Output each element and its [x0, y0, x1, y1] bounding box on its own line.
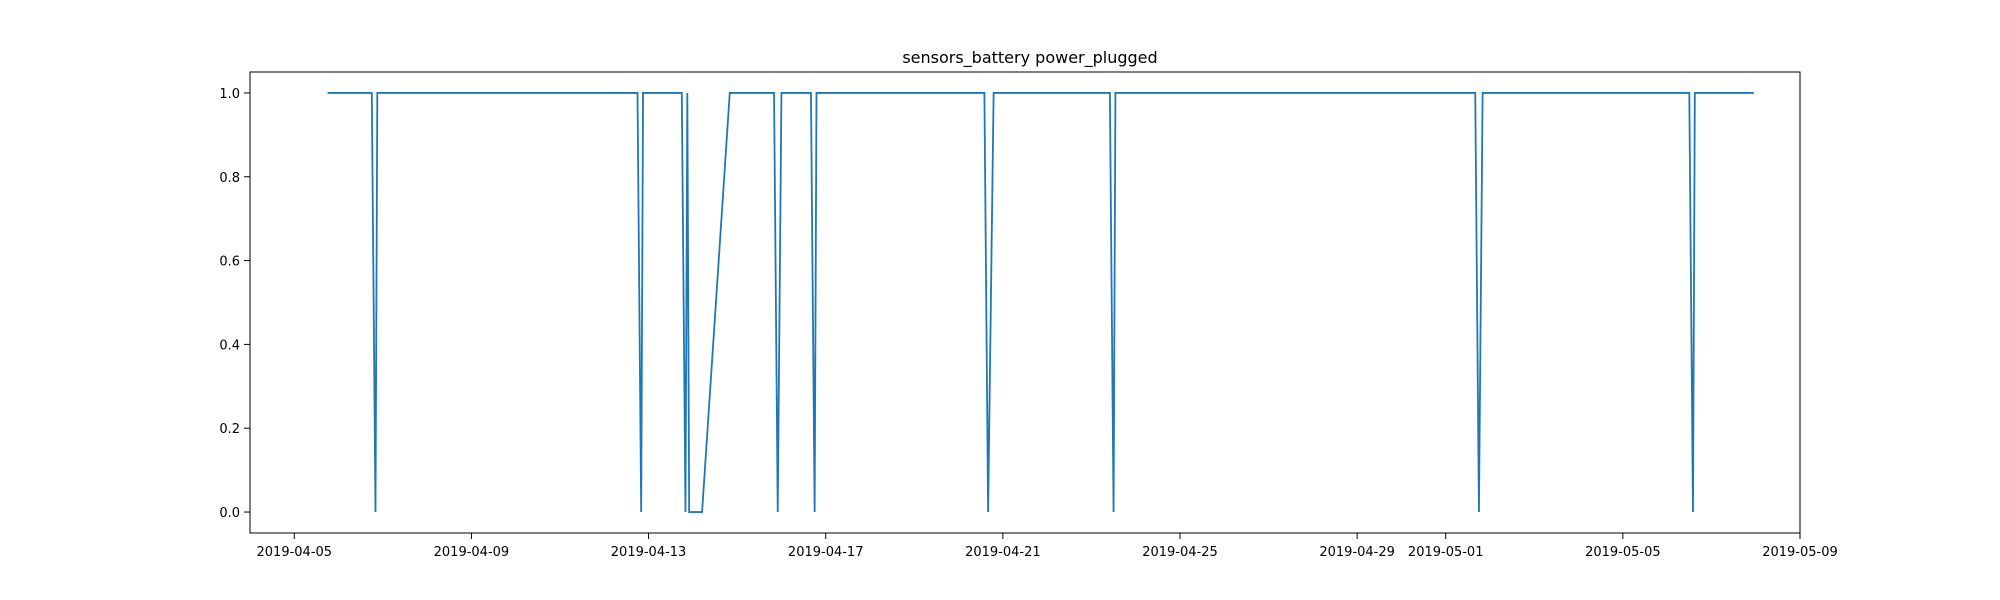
x-tick-label: 2019-04-05 [257, 545, 333, 560]
x-tick-label: 2019-05-01 [1408, 545, 1484, 560]
y-tick-label: 0.2 [219, 422, 240, 437]
x-tick-label: 2019-04-29 [1319, 545, 1395, 560]
y-tick-label: 0.0 [219, 506, 240, 521]
x-tick-label: 2019-04-13 [611, 545, 687, 560]
y-axis: 0.0 0.2 0.4 0.6 0.8 1.0 [219, 87, 250, 521]
y-tick-label: 1.0 [219, 87, 240, 102]
x-tick-label: 2019-04-09 [434, 545, 510, 560]
x-axis: 2019-04-05 2019-04-09 2019-04-13 2019-04-17… [257, 533, 1838, 560]
chart-title: sensors_battery power_plugged [902, 48, 1157, 68]
plot-frame [249, 71, 1801, 534]
series-layer [327, 92, 1754, 513]
y-tick-label: 0.8 [219, 171, 240, 186]
x-tick-label: 2019-04-21 [965, 545, 1041, 560]
y-tick-label: 0.4 [219, 338, 240, 353]
x-tick-label: 2019-05-05 [1585, 545, 1661, 560]
series-line [327, 92, 1754, 513]
y-tick-label: 0.6 [219, 255, 240, 270]
x-tick-label: 2019-04-25 [1142, 545, 1218, 560]
x-tick-label: 2019-04-17 [788, 545, 864, 560]
x-tick-label: 2019-05-09 [1762, 545, 1838, 560]
